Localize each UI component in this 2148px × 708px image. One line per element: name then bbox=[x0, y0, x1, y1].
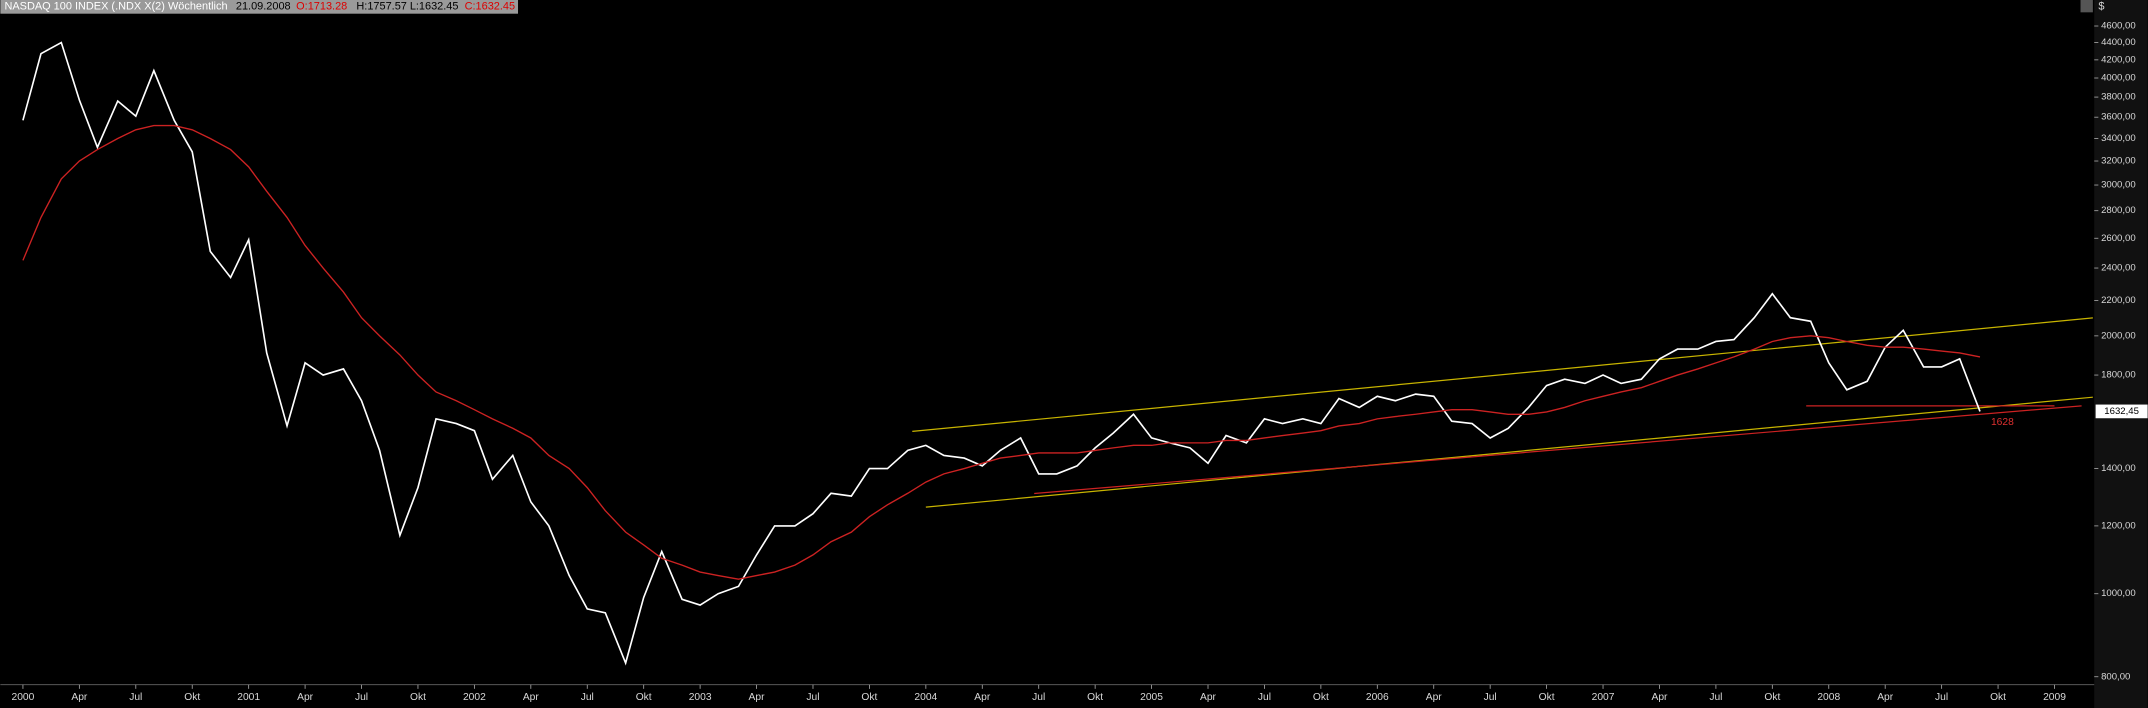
x-tick-label: 2009 bbox=[2043, 692, 2066, 703]
x-tick-label: Jul bbox=[1484, 692, 1497, 703]
y-tick-label: 2800,00 bbox=[2101, 205, 2136, 216]
y-tick-label: 4400,00 bbox=[2101, 37, 2136, 48]
currency: $ bbox=[2098, 1, 2104, 13]
x-tick-label: Apr bbox=[1200, 692, 1217, 703]
header-bar bbox=[0, 0, 519, 14]
y-tick-label: 1800,00 bbox=[2101, 370, 2136, 381]
y-tick-label: 800,00 bbox=[2101, 671, 2130, 682]
y-tick-label: 4200,00 bbox=[2101, 54, 2136, 65]
y-tick-label: 2600,00 bbox=[2101, 233, 2136, 244]
x-tick-label: Apr bbox=[749, 692, 766, 703]
y-tick-label: 4600,00 bbox=[2101, 21, 2136, 32]
price-axis bbox=[2094, 0, 2148, 708]
header-symbol: NASDAQ 100 INDEX (.NDX X(2) Wöchentlich bbox=[4, 1, 227, 13]
x-tick-label: Okt bbox=[410, 692, 426, 703]
y-tick-label: 3200,00 bbox=[2101, 156, 2136, 167]
y-tick-label: 3800,00 bbox=[2101, 92, 2136, 103]
trend-line bbox=[925, 396, 2093, 508]
annotation: 1628 bbox=[1991, 417, 2014, 428]
y-tick-label: 3000,00 bbox=[2101, 180, 2136, 191]
x-tick-label: Jul bbox=[806, 692, 819, 703]
last-price-tag bbox=[2095, 404, 2148, 419]
x-tick-label: Okt bbox=[861, 692, 877, 703]
y-tick-label: 3600,00 bbox=[2101, 112, 2136, 123]
x-tick-label: Jul bbox=[581, 692, 594, 703]
y-tick-label: 1000,00 bbox=[2101, 588, 2136, 599]
header-high: H:1757.57 bbox=[356, 1, 406, 13]
x-tick-label: 2000 bbox=[12, 692, 35, 703]
price-line bbox=[22, 124, 1981, 580]
x-tick-label: 2002 bbox=[463, 692, 486, 703]
trend-line bbox=[1034, 405, 2082, 495]
y-tick-label: 1400,00 bbox=[2101, 463, 2136, 474]
x-tick-label: Okt bbox=[1539, 692, 1555, 703]
x-tick-label: 2004 bbox=[914, 692, 937, 703]
x-tick-label: Jul bbox=[355, 692, 368, 703]
y-tick-label: 2400,00 bbox=[2101, 263, 2136, 274]
x-tick-label: 2007 bbox=[1592, 692, 1615, 703]
header-close: C:1632.45 bbox=[465, 1, 515, 13]
x-tick-label: Apr bbox=[71, 692, 88, 703]
x-tick-label: Okt bbox=[1764, 692, 1780, 703]
x-tick-label: 2003 bbox=[689, 692, 712, 703]
x-tick-label: Jul bbox=[129, 692, 142, 703]
x-tick-label: 2006 bbox=[1366, 692, 1389, 703]
x-tick-label: Apr bbox=[1877, 692, 1894, 703]
y-tick-label: 2000,00 bbox=[2101, 330, 2136, 341]
x-tick-label: Jul bbox=[1709, 692, 1722, 703]
x-tick-label: Apr bbox=[1651, 692, 1668, 703]
x-tick-label: 2005 bbox=[1140, 692, 1163, 703]
header-low: L:1632.45 bbox=[410, 1, 459, 13]
x-tick-label: Okt bbox=[1990, 692, 2006, 703]
header-open: O:1713.28 bbox=[296, 1, 347, 13]
y-tick-label: 4000,00 bbox=[2101, 73, 2136, 84]
header-date: 21.09.2008 bbox=[236, 1, 291, 13]
x-tick-label: Okt bbox=[184, 692, 200, 703]
x-tick-label: Jul bbox=[1258, 692, 1271, 703]
x-tick-label: Okt bbox=[636, 692, 652, 703]
x-tick-label: Apr bbox=[1426, 692, 1443, 703]
close-button[interactable] bbox=[2080, 0, 2093, 13]
y-tick-label: 1200,00 bbox=[2101, 520, 2136, 531]
x-tick-label: Apr bbox=[297, 692, 314, 703]
x-tick-label: Jul bbox=[1935, 692, 1948, 703]
x-tick-label: Apr bbox=[523, 692, 540, 703]
x-tick-label: Jul bbox=[1032, 692, 1045, 703]
last-price-label: 1632,45 bbox=[2104, 406, 2139, 417]
y-tick-label: 3400,00 bbox=[2101, 133, 2136, 144]
price-line bbox=[22, 41, 1981, 666]
y-tick-label: 2200,00 bbox=[2101, 295, 2136, 306]
x-tick-label: Okt bbox=[1087, 692, 1103, 703]
x-tick-label: 2001 bbox=[237, 692, 260, 703]
x-tick-label: 2008 bbox=[1817, 692, 1840, 703]
x-tick-label: Apr bbox=[974, 692, 991, 703]
x-tick-label: Okt bbox=[1313, 692, 1329, 703]
